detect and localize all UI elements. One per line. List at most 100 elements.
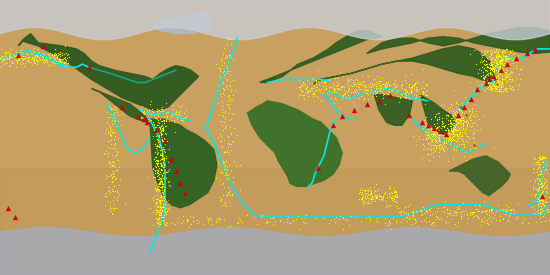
Point xyxy=(154,210,163,215)
Point xyxy=(421,121,430,125)
Point xyxy=(540,203,548,207)
Point xyxy=(488,47,497,51)
Point xyxy=(365,192,374,196)
Point xyxy=(431,149,439,153)
Polygon shape xyxy=(18,34,199,110)
Point xyxy=(458,209,467,214)
Point xyxy=(308,94,317,98)
Point xyxy=(160,188,168,192)
Point xyxy=(157,128,166,132)
Point xyxy=(431,210,439,214)
Point xyxy=(312,78,321,82)
Point xyxy=(476,74,485,78)
Point xyxy=(449,128,458,132)
Point xyxy=(23,52,32,56)
Point xyxy=(157,212,166,216)
Point xyxy=(220,72,229,77)
Point xyxy=(398,82,406,86)
Point xyxy=(503,62,512,66)
Point xyxy=(453,224,461,228)
Point xyxy=(409,87,418,92)
Point xyxy=(302,221,311,226)
Point xyxy=(112,206,120,210)
Point xyxy=(53,55,62,59)
Point xyxy=(500,75,509,79)
Point xyxy=(498,74,507,78)
Point xyxy=(139,110,148,114)
Point xyxy=(372,182,381,186)
Point xyxy=(158,214,167,219)
Point xyxy=(163,114,172,119)
Point xyxy=(451,118,460,122)
Point xyxy=(422,216,431,220)
Point xyxy=(492,74,500,78)
Point xyxy=(145,101,154,106)
Point xyxy=(498,70,507,74)
Point xyxy=(529,182,537,187)
Point xyxy=(158,125,167,130)
Point xyxy=(108,189,117,194)
Point xyxy=(498,58,507,63)
Point xyxy=(534,189,542,194)
Point xyxy=(372,89,381,94)
Point xyxy=(492,84,500,88)
Point xyxy=(456,116,465,120)
Point xyxy=(192,221,201,225)
Point xyxy=(494,85,503,90)
Point xyxy=(536,169,545,173)
Point xyxy=(499,208,508,212)
Point xyxy=(224,142,233,147)
Point xyxy=(151,155,160,160)
Point xyxy=(183,218,191,222)
Point xyxy=(470,121,478,126)
Point xyxy=(441,221,450,225)
Point xyxy=(483,209,492,213)
Point xyxy=(401,204,410,209)
Point xyxy=(48,53,57,58)
Point xyxy=(539,169,548,174)
Point xyxy=(427,133,436,138)
Point xyxy=(3,206,12,210)
Point xyxy=(495,208,504,213)
Point xyxy=(440,124,449,129)
Point xyxy=(158,182,167,186)
Point xyxy=(494,72,503,76)
Point xyxy=(226,73,234,78)
Point xyxy=(164,166,173,171)
Point xyxy=(498,57,507,61)
Point xyxy=(498,65,507,70)
Point xyxy=(353,82,361,86)
Point xyxy=(426,136,434,140)
Point xyxy=(158,105,167,109)
Point xyxy=(218,91,227,96)
Point xyxy=(13,56,22,60)
Point xyxy=(297,84,306,89)
Point xyxy=(486,88,495,92)
Point xyxy=(54,52,63,56)
Point xyxy=(483,221,492,226)
Point xyxy=(106,204,114,208)
Point xyxy=(480,76,488,81)
Point xyxy=(218,56,227,61)
Point xyxy=(492,54,500,58)
Point xyxy=(428,150,437,154)
Point xyxy=(482,72,491,77)
Point xyxy=(399,210,408,214)
Point xyxy=(514,82,523,86)
Point xyxy=(475,60,484,64)
Point xyxy=(24,56,32,60)
Point xyxy=(534,186,543,190)
Point xyxy=(515,67,524,71)
Point xyxy=(487,52,496,56)
Point xyxy=(499,54,508,59)
Point xyxy=(151,212,160,216)
Point xyxy=(180,111,189,115)
Point xyxy=(452,210,461,214)
Point xyxy=(496,58,505,63)
Point xyxy=(151,128,160,132)
Point xyxy=(456,212,465,216)
Point xyxy=(483,62,492,67)
Point xyxy=(422,93,431,97)
Point xyxy=(534,181,542,185)
Point xyxy=(23,59,31,64)
